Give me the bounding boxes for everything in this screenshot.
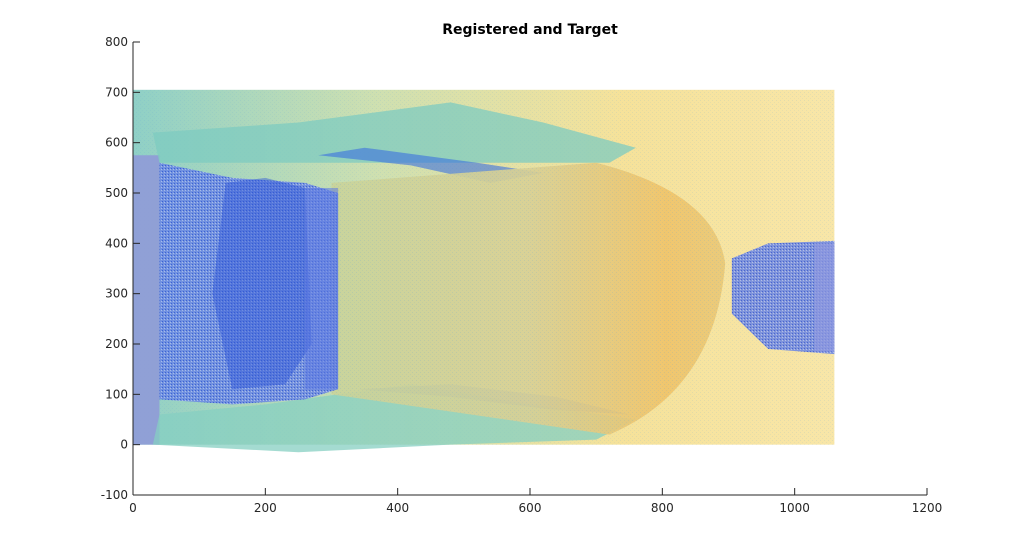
x-tick-label: 1200 — [912, 501, 943, 515]
head-region — [731, 240, 835, 355]
left-band — [133, 155, 160, 445]
x-tick-label: 600 — [519, 501, 542, 515]
x-tick-label: 400 — [386, 501, 409, 515]
hip-block — [305, 187, 339, 390]
leg-region — [159, 162, 339, 405]
upper-arm-region — [152, 102, 636, 163]
axes: 0 200 400 600 800 1000 1200 -10001002003004005… — [101, 35, 943, 515]
torso-texture — [331, 162, 726, 435]
x-tick-label: 200 — [254, 501, 277, 515]
y-tick-label: 500 — [105, 186, 128, 200]
y-tick-label: 200 — [105, 337, 128, 351]
y-tick-label: -100 — [101, 488, 128, 502]
x-tick-label: 1000 — [779, 501, 810, 515]
head-band — [814, 243, 835, 352]
leg-shading — [212, 177, 312, 390]
x-tick-label: 0 — [129, 501, 137, 515]
y-tick-label: 300 — [105, 287, 128, 301]
y-tick-label: 0 — [120, 438, 128, 452]
lower-arm-region — [152, 384, 636, 453]
y-tick-label: 700 — [105, 85, 128, 99]
overlay-image — [133, 89, 835, 453]
y-tick-label: 100 — [105, 387, 128, 401]
y-tick-label: 600 — [105, 136, 128, 150]
y-tick-label: 800 — [105, 35, 128, 49]
x-tick-label: 800 — [651, 501, 674, 515]
y-tick-label: 400 — [105, 236, 128, 250]
chart-title: Registered and Target — [442, 22, 618, 38]
